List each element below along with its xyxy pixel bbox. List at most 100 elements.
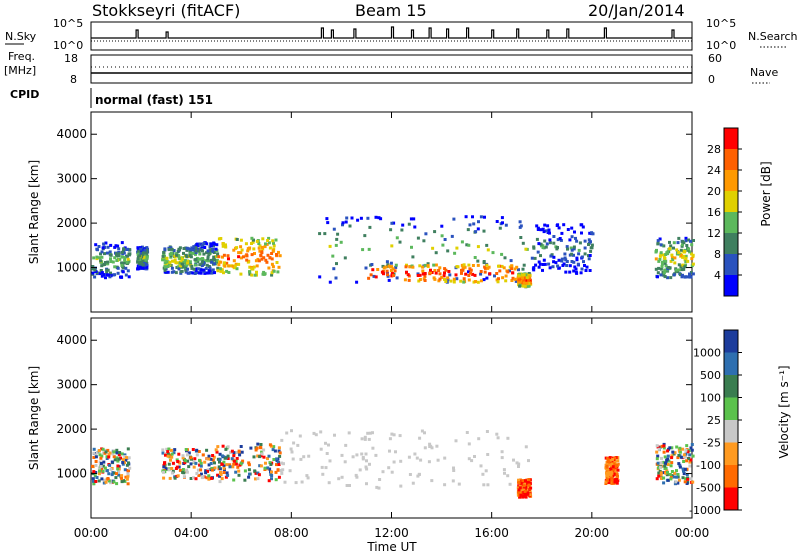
velocity-colorbar-band (724, 375, 738, 398)
power-cell (521, 284, 525, 288)
power-cell (216, 252, 220, 256)
power-cell (447, 270, 451, 273)
power-cell (575, 258, 579, 262)
power-cell (479, 279, 483, 283)
velocity-cell (178, 461, 182, 465)
power-cell (193, 272, 197, 275)
velocity-cell (616, 468, 620, 472)
power-cell (524, 273, 528, 277)
velocity-cell (256, 442, 260, 446)
velocity-cell (185, 453, 189, 457)
velocity-cell (262, 448, 266, 452)
power-cell (122, 247, 126, 251)
velocity-cell (275, 459, 279, 463)
velocity-cell (257, 473, 261, 477)
velocity-cell (682, 455, 686, 459)
velocity-cell (230, 449, 234, 453)
power-cell (166, 265, 170, 268)
velocity-cell (169, 458, 172, 462)
velocity-cell (161, 451, 165, 455)
velocity-cell (604, 480, 608, 484)
velocity-cell (97, 472, 101, 476)
velocity-cell (175, 458, 179, 462)
velocity-cell (123, 468, 127, 472)
power-cell (204, 259, 208, 263)
power-cell (197, 247, 201, 251)
power-cell (497, 264, 500, 268)
power-cell (196, 260, 200, 263)
power-cell (181, 257, 185, 261)
power-cell (454, 273, 458, 277)
freq-left-bottom: 8 (70, 73, 77, 86)
power-cell (213, 242, 216, 246)
velocity-cell (110, 460, 114, 464)
velocity-cell (209, 457, 213, 461)
power-cell (418, 273, 422, 277)
power-cell (387, 278, 391, 282)
velocity-cell (418, 436, 422, 440)
power-cell (379, 217, 383, 221)
velocity-cell (607, 471, 611, 475)
velocity-cell (415, 456, 419, 460)
power-cell (659, 251, 663, 255)
power-cell (486, 266, 490, 270)
power-cell (145, 251, 148, 255)
cpid-label: CPID (10, 88, 39, 101)
velocity-cell (117, 470, 121, 474)
velocity-cell (361, 456, 365, 459)
power-cell (504, 279, 508, 283)
power-cell (476, 245, 480, 249)
power-cell (654, 257, 658, 261)
power-cell (141, 266, 145, 270)
power-cell (688, 272, 691, 276)
velocity-cell (115, 456, 119, 460)
power-cell (214, 247, 218, 251)
power-cell (163, 247, 167, 251)
power-cell (684, 260, 688, 264)
velocity-colorbar-tick-label: -500 (696, 482, 721, 495)
xtick-label-5: 20:00 (575, 526, 610, 540)
power-cell (503, 256, 507, 260)
velocity-cell (312, 431, 316, 435)
power-cell (141, 258, 145, 262)
power-cell (267, 236, 271, 240)
velocity-cell (194, 461, 198, 465)
power-cell (201, 249, 204, 253)
power-cell (572, 260, 576, 264)
velocity-cell (209, 462, 213, 465)
power-cell (510, 267, 514, 271)
velocity-cell (363, 435, 367, 439)
power-cell (407, 222, 411, 226)
velocity-cell (673, 451, 677, 455)
velocity-cell (430, 479, 434, 483)
power-cell (497, 277, 500, 281)
power-cell (105, 268, 109, 272)
velocity-cell (676, 481, 680, 485)
power-cell (572, 269, 576, 273)
power-cell (498, 269, 502, 273)
velocity-cell (670, 454, 674, 458)
power-cell (178, 262, 182, 266)
velocity-cell (685, 473, 689, 477)
power-cell (239, 251, 243, 255)
velocity-cell (517, 465, 520, 468)
power-cell (455, 277, 459, 281)
power-cell (498, 226, 502, 230)
velocity-cell (686, 477, 690, 481)
velocity-cell (181, 470, 185, 474)
noise-line (91, 26, 692, 39)
velocity-cell (508, 482, 512, 486)
power-cell (486, 248, 490, 252)
power-cell (672, 246, 675, 250)
power-cell (217, 237, 221, 241)
velocity-cell (115, 482, 119, 486)
power-cell (476, 263, 480, 267)
velocity-cell (92, 470, 96, 474)
velocity-cell (517, 481, 521, 484)
velocity-cell (124, 458, 128, 462)
velocity-cell (360, 452, 364, 456)
velocity-cell (289, 447, 293, 451)
velocity-cell (101, 464, 105, 468)
power-cell (446, 249, 450, 253)
power-cell (390, 265, 394, 269)
